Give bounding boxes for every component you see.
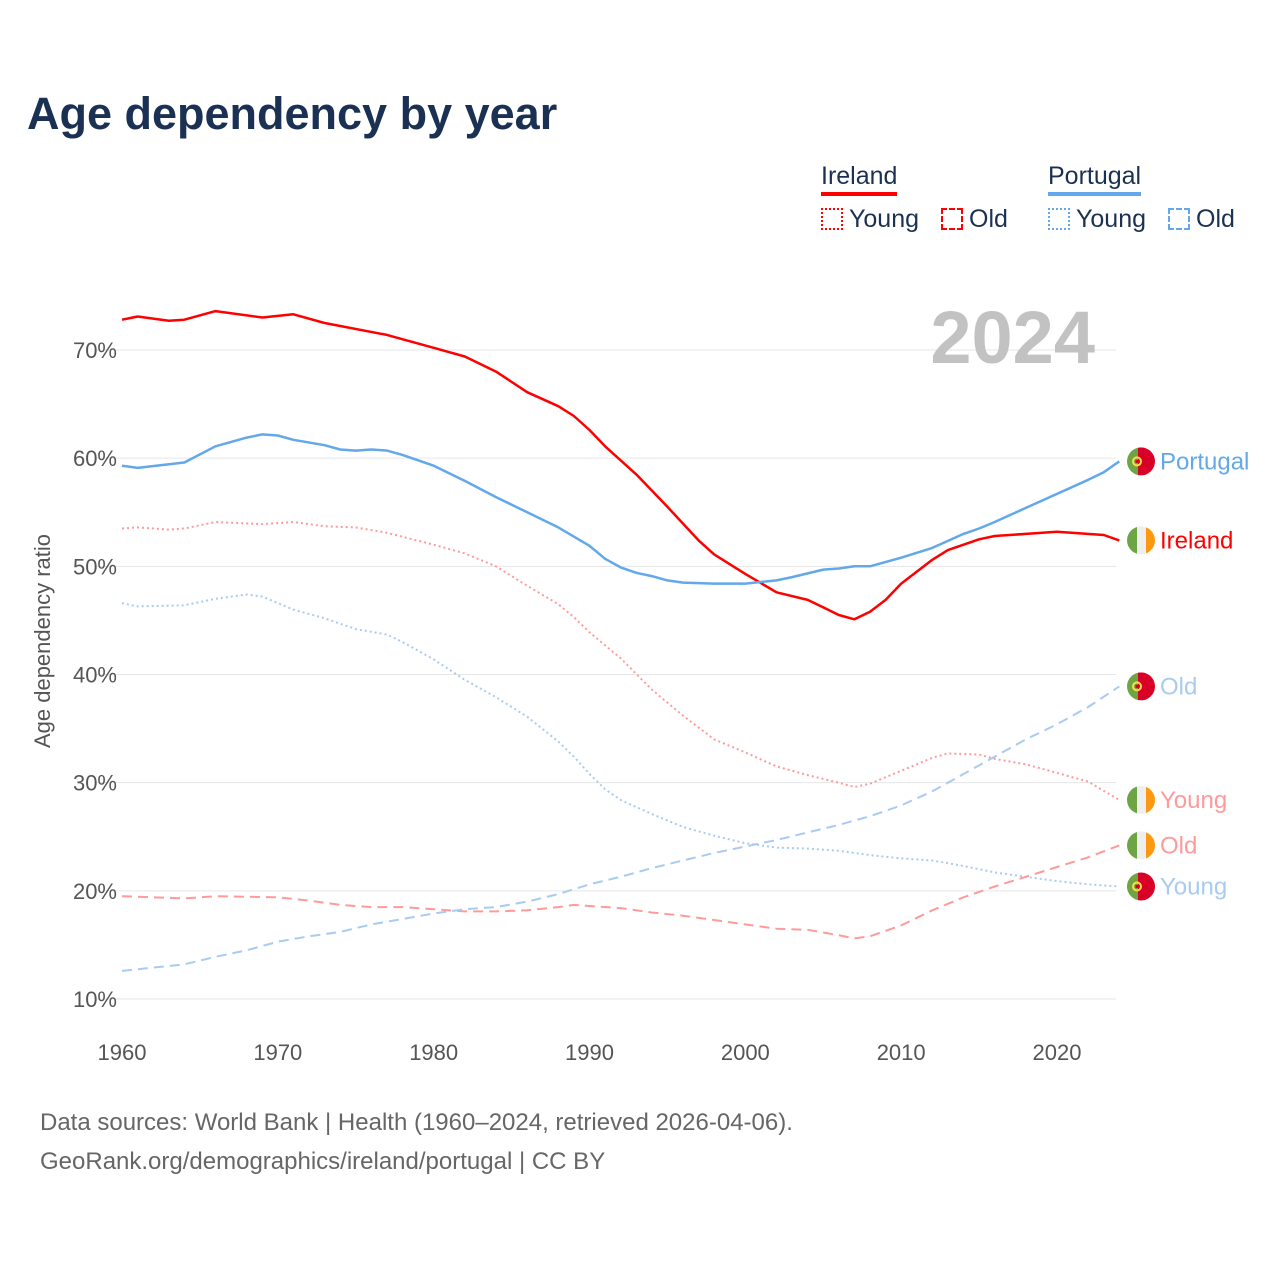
source-url: GeoRank.org/demographics/ireland/portuga…	[40, 1148, 606, 1175]
end-label: Portugal	[1160, 448, 1249, 475]
legend-ireland-young[interactable]: Young	[821, 205, 919, 234]
x-tick-label: 2020	[1033, 1040, 1082, 1065]
dashed-swatch-icon	[941, 208, 963, 230]
y-tick-label: 10%	[73, 987, 117, 1012]
legend-label: Old	[1196, 205, 1235, 233]
legend-label: Old	[969, 205, 1008, 233]
x-tick-label: 2000	[721, 1040, 770, 1065]
legend-portugal-old[interactable]: Old	[1168, 205, 1235, 234]
y-tick-label: 30%	[73, 771, 117, 796]
end-label: Young	[1160, 787, 1227, 814]
y-tick-label: 50%	[73, 554, 117, 579]
ireland-flag-icon	[1127, 785, 1155, 814]
portugal-flag-icon	[1127, 872, 1155, 901]
legend-country-portugal: Portugal	[1048, 162, 1142, 196]
legend-portugal-young[interactable]: Young	[1048, 205, 1146, 234]
end-label: Young	[1160, 874, 1227, 901]
series-line-portugal-old	[121, 685, 1120, 972]
x-tick-label: 1980	[409, 1040, 458, 1065]
series-line-ireland-young	[121, 521, 1120, 801]
legend-country-ireland: Ireland	[821, 162, 898, 196]
y-tick-label: 60%	[73, 446, 117, 471]
legend-label: Young	[1076, 205, 1146, 233]
x-tick-label: 2010	[877, 1040, 926, 1065]
x-tick-label: 1990	[565, 1040, 614, 1065]
dotted-swatch-icon	[821, 208, 843, 230]
y-tick-label: 40%	[73, 663, 117, 688]
end-label: Old	[1160, 832, 1197, 859]
y-axis-label: Age dependency ratio	[30, 534, 55, 748]
series-line-ireland-old	[121, 844, 1120, 940]
x-tick-label: 1960	[98, 1040, 147, 1065]
y-tick-label: 20%	[73, 879, 117, 904]
series-line-portugal-young	[121, 593, 1120, 888]
x-tick-label: 1970	[253, 1040, 302, 1065]
series-line-ireland	[121, 309, 1120, 621]
source-note: Data sources: World Bank | Health (1960–…	[40, 1109, 793, 1136]
legend-group-portugal: Portugal	[1048, 162, 1142, 196]
y-tick-label: 70%	[73, 338, 117, 363]
portugal-flag-icon	[1127, 447, 1155, 476]
ireland-flag-icon	[1127, 526, 1155, 555]
legend-ireland-old[interactable]: Old	[941, 205, 1008, 234]
end-label: Old	[1160, 673, 1197, 700]
dashed-swatch-icon	[1168, 208, 1190, 230]
portugal-flag-icon	[1127, 672, 1155, 701]
year-watermark: 2024	[930, 296, 1095, 379]
end-label: Ireland	[1160, 527, 1233, 554]
series-line-portugal	[121, 433, 1121, 585]
legend-label: Young	[849, 205, 919, 233]
dotted-swatch-icon	[1048, 208, 1070, 230]
legend-group-ireland: Ireland	[821, 162, 898, 196]
ireland-flag-icon	[1127, 831, 1155, 860]
chart-title: Age dependency by year	[27, 88, 558, 139]
